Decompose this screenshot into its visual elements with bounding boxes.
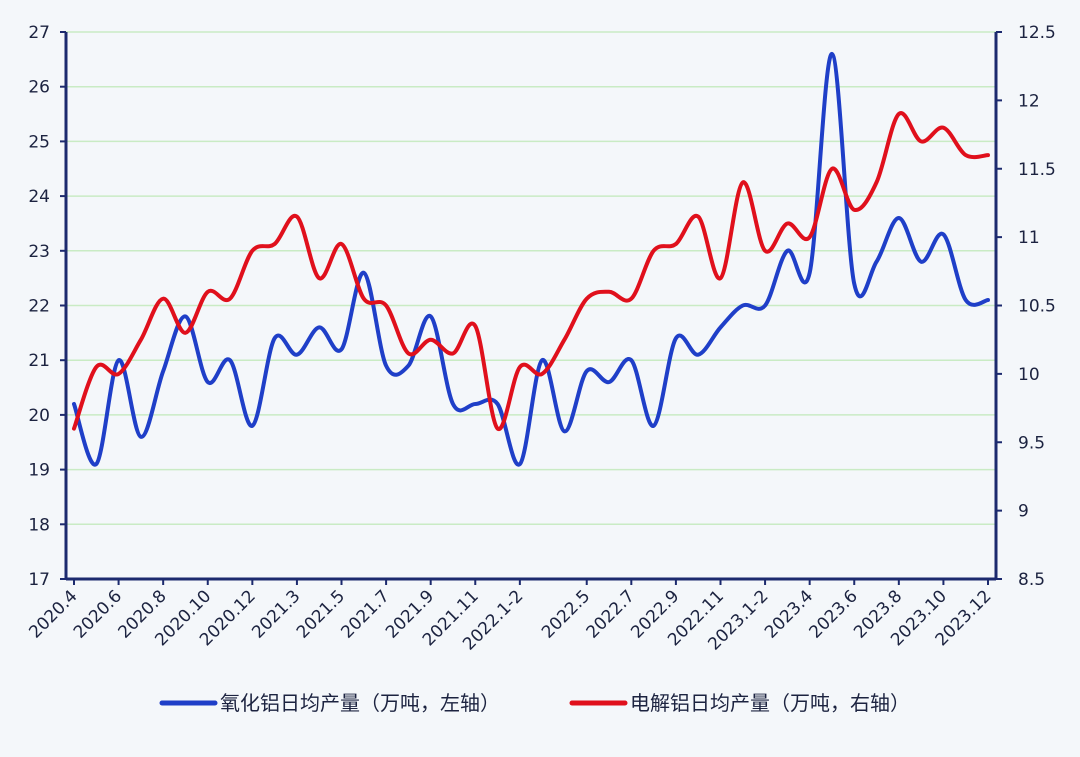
x-tick-label: 2023.6 xyxy=(806,586,862,642)
right-tick-label: 11 xyxy=(1018,228,1040,248)
right-tick-label: 9 xyxy=(1018,502,1029,522)
left-y-axis-ticks: 17 18 19 20 21 22 23 24 25 26 27 xyxy=(28,23,66,590)
legend: 氧化铝日均产量（万吨，左轴） 电解铝日均产量（万吨，右轴） xyxy=(159,691,910,715)
series-line-electrolytic-aluminum xyxy=(72,111,990,431)
left-tick-label: 27 xyxy=(28,23,50,43)
left-tick-label: 22 xyxy=(28,297,50,317)
x-tick-label: 2021.5 xyxy=(293,586,349,642)
x-tick-label: 2021.7 xyxy=(337,586,393,642)
right-tick-label: 11.5 xyxy=(1018,160,1056,180)
x-tick-label: 2023.4 xyxy=(761,586,817,642)
x-tick-label: 2022.7 xyxy=(583,586,639,642)
x-axis-ticks: 2020.42020.62020.82020.102020.122021.320… xyxy=(25,579,996,655)
left-tick-label: 21 xyxy=(28,351,50,371)
left-tick-label: 19 xyxy=(28,461,50,481)
right-tick-label: 12 xyxy=(1018,91,1040,111)
x-tick-label: 2020.6 xyxy=(70,586,126,642)
series-line-alumina xyxy=(72,51,990,467)
right-tick-label: 9.5 xyxy=(1018,433,1045,453)
right-tick-label: 12.5 xyxy=(1018,23,1056,43)
left-tick-label: 18 xyxy=(28,515,50,535)
right-tick-label: 10.5 xyxy=(1018,297,1056,317)
left-tick-label: 25 xyxy=(28,132,50,152)
right-tick-label: 10 xyxy=(1018,365,1040,385)
x-tick-label: 2022.5 xyxy=(538,586,594,642)
left-tick-label: 24 xyxy=(28,187,50,207)
legend-label-alumina: 氧化铝日均产量（万吨，左轴） xyxy=(220,691,500,715)
left-tick-label: 26 xyxy=(28,78,50,98)
left-tick-label: 23 xyxy=(28,242,50,262)
left-tick-label: 17 xyxy=(28,570,50,590)
x-tick-label: 2021.3 xyxy=(248,586,304,642)
legend-label-electrolytic-aluminum: 电解铝日均产量（万吨，右轴） xyxy=(630,691,910,715)
gridlines xyxy=(66,31,996,526)
right-tick-label: 8.5 xyxy=(1018,570,1045,590)
x-tick-label: 2020.4 xyxy=(25,586,81,642)
right-y-axis-ticks: 8.5 9 9.5 10 10.5 11 11.5 12 12.5 xyxy=(996,23,1056,590)
left-tick-label: 20 xyxy=(28,406,50,426)
series-lines xyxy=(72,51,990,467)
